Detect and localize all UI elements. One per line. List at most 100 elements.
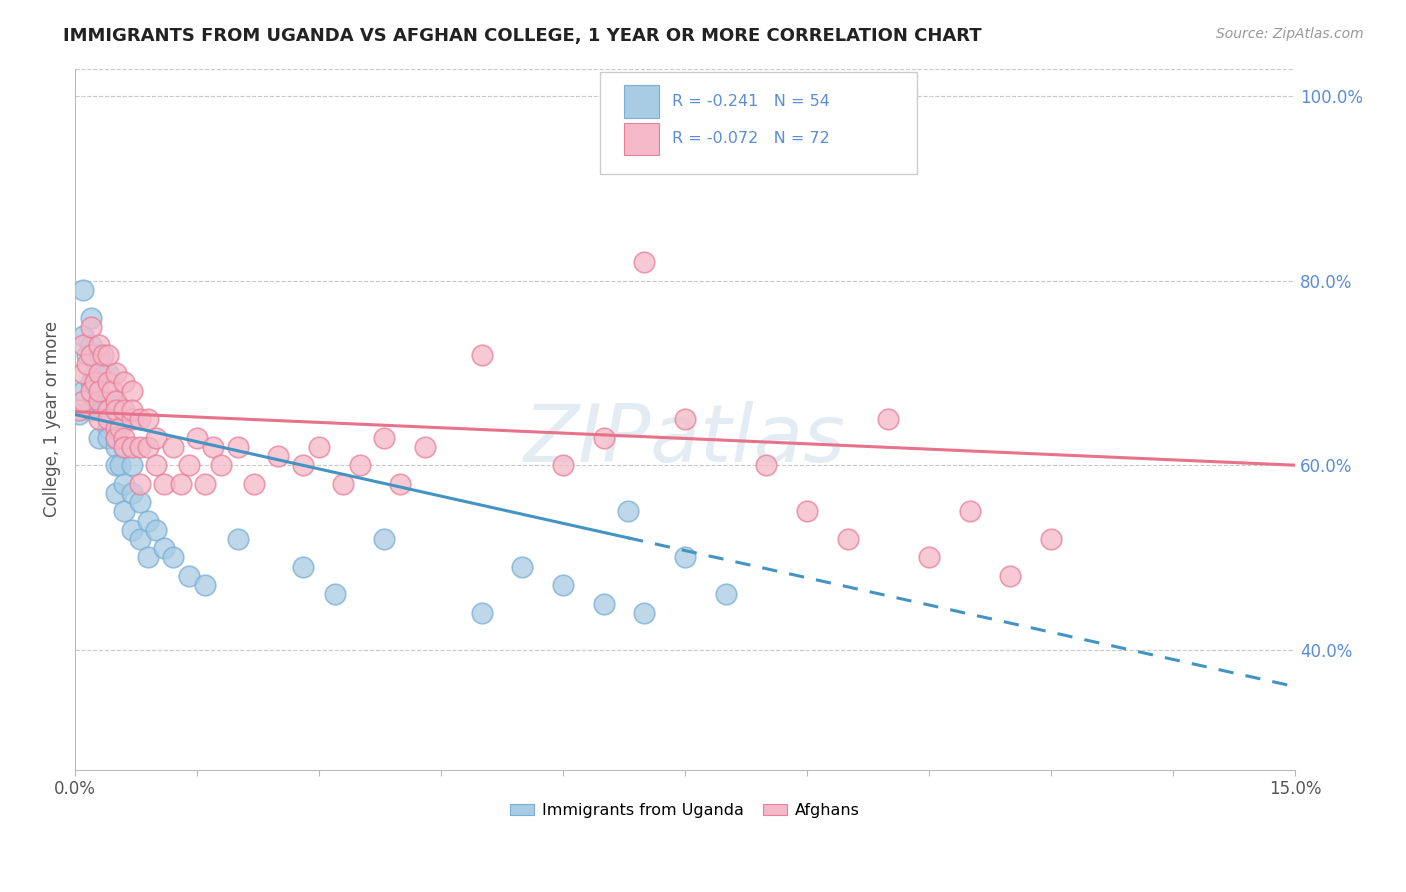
Point [76,347,98,361]
Point [108,458,131,473]
Point [129,476,152,491]
Text: R = -0.241   N = 54: R = -0.241 N = 54 [672,94,830,109]
Point [291,458,314,473]
Point [100,393,122,408]
Point [1000,569,1022,583]
Point [755,458,778,473]
Point [512,559,534,574]
Point [121,402,143,417]
Point [129,495,152,509]
Point [104,421,127,435]
Point [136,514,159,528]
Point [80,375,103,389]
Point [121,458,143,473]
Point [89,347,111,361]
Point [112,402,135,417]
Point [112,375,135,389]
Point [136,412,159,426]
Text: ZIPatlas: ZIPatlas [524,401,846,479]
Point [89,393,111,408]
Point [96,421,118,435]
Text: Source: ZipAtlas.com: Source: ZipAtlas.com [1216,27,1364,41]
Point [153,541,176,556]
FancyBboxPatch shape [624,122,659,154]
Point [89,338,111,352]
Point [121,486,143,500]
Point [89,431,111,445]
Point [145,458,167,473]
Point [226,532,249,546]
Point [373,532,395,546]
Point [89,393,111,408]
FancyBboxPatch shape [599,72,917,174]
Point [617,504,640,518]
Point [129,412,152,426]
Legend: Immigrants from Uganda, Afghans: Immigrants from Uganda, Afghans [503,797,866,825]
Point [323,587,346,601]
Point [96,375,118,389]
Point [633,255,655,269]
Point [121,412,143,426]
Point [332,476,354,491]
Point [96,412,118,426]
Point [592,597,614,611]
Point [471,347,494,361]
Point [633,606,655,620]
Point [267,449,290,463]
Point [80,402,103,417]
Point [72,338,94,352]
Point [89,412,111,426]
Point [89,384,111,399]
Point [136,550,159,565]
Point [72,366,94,380]
Point [80,310,103,325]
Point [349,458,371,473]
Point [145,431,167,445]
Point [104,458,127,473]
Point [72,384,94,399]
Point [918,550,941,565]
Point [129,440,152,454]
Point [104,412,127,426]
Point [100,384,122,399]
Point [413,440,436,454]
Point [291,559,314,574]
Point [177,458,200,473]
Point [959,504,981,518]
Point [67,408,90,422]
Point [673,550,696,565]
Point [112,476,135,491]
Point [96,366,118,380]
Point [194,578,217,592]
Point [76,357,98,371]
Point [112,440,135,454]
Point [104,486,127,500]
Point [80,319,103,334]
Point [202,440,225,454]
Point [104,366,127,380]
Point [673,412,696,426]
Y-axis label: College, 1 year or more: College, 1 year or more [44,321,60,517]
Point [72,393,94,408]
Point [243,476,266,491]
Text: IMMIGRANTS FROM UGANDA VS AFGHAN COLLEGE, 1 YEAR OR MORE CORRELATION CHART: IMMIGRANTS FROM UGANDA VS AFGHAN COLLEGE… [63,27,981,45]
Point [104,402,127,417]
Text: R = -0.072   N = 72: R = -0.072 N = 72 [672,131,830,146]
Point [84,375,107,389]
Point [72,283,94,297]
Point [145,523,167,537]
Point [93,347,115,361]
Point [112,431,135,445]
Point [104,393,127,408]
Point [551,458,574,473]
Point [104,440,127,454]
Point [714,587,737,601]
Point [121,440,143,454]
Point [136,440,159,454]
Point [96,347,118,361]
Point [592,431,614,445]
Point [121,523,143,537]
Point [72,329,94,343]
Point [308,440,330,454]
Point [112,440,135,454]
